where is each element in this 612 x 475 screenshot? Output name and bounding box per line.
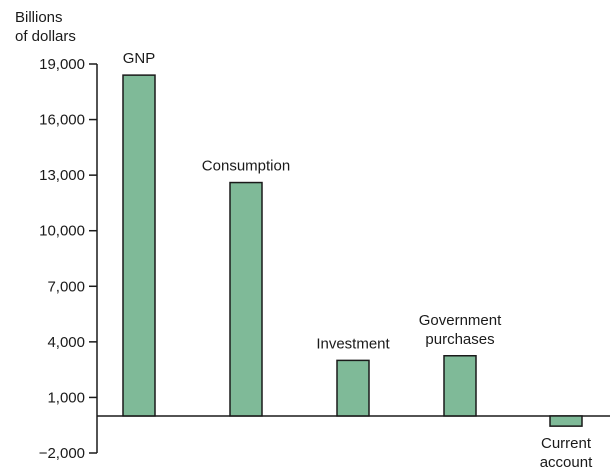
y-axis-title: Billions of dollars [15,9,76,45]
category-label: Consumption [202,158,290,175]
bar [336,359,370,417]
y-tick-label: 10,000 [39,223,85,240]
bar [443,355,477,417]
y-tick-label: 1,000 [47,389,85,406]
bar [122,74,156,417]
y-tick-label: 7,000 [47,278,85,295]
bar [549,415,583,427]
y-tick-label: 16,000 [39,112,85,129]
y-tick-label: 13,000 [39,167,85,184]
category-label: Government [419,312,502,329]
y-axis-title-line: of dollars [15,28,76,45]
category-label: Current [541,435,592,452]
y-tick-label: 19,000 [39,56,85,73]
y-tick-label: −2,000 [39,445,85,462]
y-axis-title-line: Billions [15,9,63,26]
y-tick-label: 4,000 [47,334,85,351]
category-labels: GNP Consumption Investment Government purcha… [123,50,593,471]
category-label: account [540,454,593,471]
bars [122,74,583,427]
category-label: GNP [123,50,156,67]
category-label: Investment [316,335,390,352]
category-label: purchases [425,331,494,348]
bar [229,181,263,417]
